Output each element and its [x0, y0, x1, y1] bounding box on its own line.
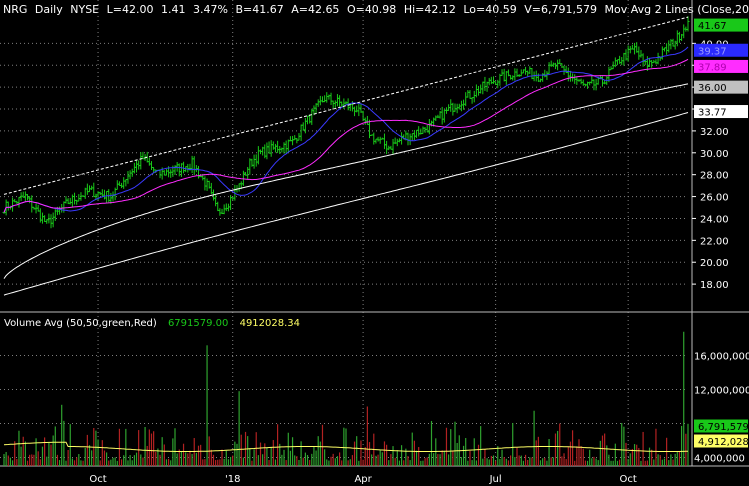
low-text: Lo=40.59	[463, 3, 516, 16]
price-badge: 33.77	[694, 105, 748, 119]
y-tick-label: 30.00	[700, 149, 729, 160]
x-tick-label: Apr	[354, 474, 372, 485]
symbol-text: NRG	[3, 3, 27, 16]
price-badge: 36.00	[694, 80, 748, 94]
ma100-line	[3, 83, 689, 279]
ma200-line	[3, 112, 689, 296]
bid-text: B=41.67	[235, 3, 283, 16]
price-badge-label: 4,912,028	[698, 437, 749, 448]
last-price-text: L=42.00	[107, 3, 154, 16]
ask-text: A=42.65	[291, 3, 339, 16]
price-badge: 39.37	[694, 43, 748, 57]
volume-average-line	[3, 441, 689, 452]
volume-bars	[3, 331, 689, 466]
study-text: Mov Avg 2 Lines (Close,20,50,0)	[604, 3, 749, 16]
price-badge: 41.67	[694, 18, 748, 32]
volume-legend: Volume Avg (50,50,green,Red) 6791579.00 …	[4, 318, 300, 329]
open-text: O=40.98	[347, 3, 396, 16]
price-badge-label: 33.77	[698, 108, 727, 119]
volume-avg2-value: 4912028.34	[240, 318, 300, 329]
price-bar	[686, 16, 690, 32]
volume-study-title: Volume Avg (50,50,green,Red)	[4, 318, 157, 329]
ma20-line	[3, 46, 689, 213]
y-tick-label: 20.00	[700, 258, 729, 269]
price-badge-label: 36.00	[698, 83, 727, 94]
high-text: Hi=42.12	[404, 3, 456, 16]
volume-text: V=6,791,579	[524, 3, 597, 16]
change-text: 1.41	[161, 3, 186, 16]
exchange-text: NYSE	[70, 3, 99, 16]
price-badge-label: 37.89	[698, 62, 727, 73]
upper-trendline	[3, 16, 689, 195]
y-tick-label: 26.00	[700, 193, 729, 204]
price-badge-label: 6,791,579	[698, 422, 749, 433]
x-tick-label: '18	[225, 474, 240, 485]
volume-badge: 6,791,579	[694, 419, 749, 433]
price-badge-label: 39.37	[698, 46, 727, 57]
time-axis: Oct '18 Apr Jul Oct	[89, 474, 636, 485]
volume-avg1-value: 6791579.00	[168, 318, 228, 329]
chart-header: NRG Daily NYSE L=42.00 1.41 3.47% B=41.6…	[3, 3, 749, 16]
y-tick-label: 28.00	[700, 171, 729, 182]
volume-badge: 4,912,028	[694, 434, 749, 448]
interval-text: Daily	[35, 3, 63, 16]
indicator-lines	[3, 16, 689, 296]
price-grid	[0, 0, 749, 467]
x-tick-label: Jul	[489, 474, 502, 485]
price-badge: 37.89	[694, 59, 748, 73]
price-badge-label: 41.67	[698, 21, 727, 32]
volume-tick-label: 4,000,000	[694, 454, 745, 465]
price-badges: 41.67 39.37 37.89 36.00 33.77 6,791,579 4,912,…	[694, 18, 749, 448]
x-tick-label: Oct	[89, 474, 106, 485]
volume-tick-label: 16,000,000	[694, 352, 749, 363]
volume-tick-label: 12,000,000	[694, 386, 749, 397]
change-pct-text: 3.47%	[193, 3, 228, 16]
y-tick-label: 32.00	[700, 127, 729, 138]
y-tick-label: 18.00	[700, 280, 729, 291]
y-tick-label: 24.00	[700, 214, 729, 225]
y-tick-label: 22.00	[700, 236, 729, 247]
ma50-line	[3, 58, 689, 213]
x-tick-label: Oct	[620, 474, 637, 485]
